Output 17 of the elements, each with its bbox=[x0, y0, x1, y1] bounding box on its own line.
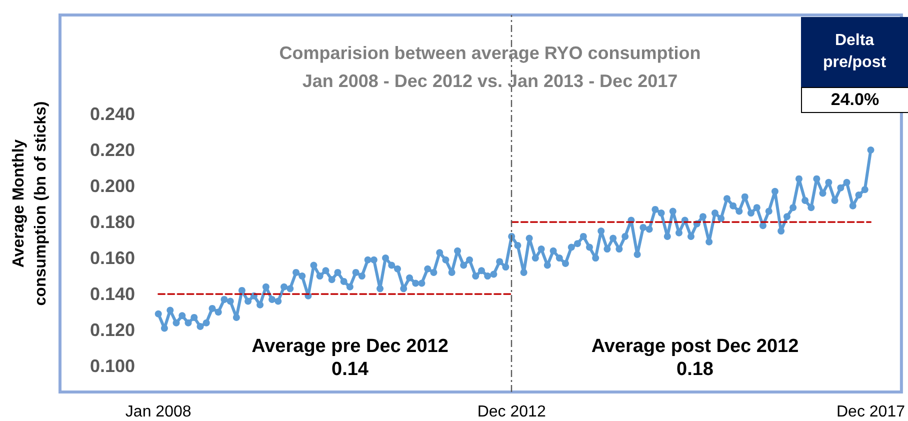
y-tick-label: 0.180 bbox=[90, 212, 135, 232]
x-tick-label: Dec 2012 bbox=[477, 404, 546, 420]
annotation: Average post Dec 2012 0.18 bbox=[590, 335, 800, 381]
annotation: Average pre Dec 2012 0.14 bbox=[250, 335, 450, 381]
y-tick-label: 0.200 bbox=[90, 176, 135, 196]
y-tick-label: 0.220 bbox=[90, 140, 135, 160]
x-tick-label: Jan 2008 bbox=[125, 404, 192, 420]
x-tick-label: Dec 2017 bbox=[836, 404, 906, 420]
y-tick-label: 0.120 bbox=[90, 320, 135, 340]
delta-header-box: Delta pre/post bbox=[801, 17, 908, 87]
y-tick-label: 0.100 bbox=[90, 356, 135, 376]
y-tick-label: 0.160 bbox=[90, 248, 135, 268]
y-tick-label: 0.240 bbox=[90, 104, 135, 124]
delta-value-box: 24.0% bbox=[801, 87, 908, 113]
y-tick-label: 0.140 bbox=[90, 284, 135, 304]
y-axis-title: Average Monthly consumption (bn of sticks) bbox=[10, 101, 50, 306]
text: Comparision between average RYO consumption Jan 2008 - Dec 2012 vs. Jan 2013 - Dec 2017 bbox=[279, 43, 701, 91]
